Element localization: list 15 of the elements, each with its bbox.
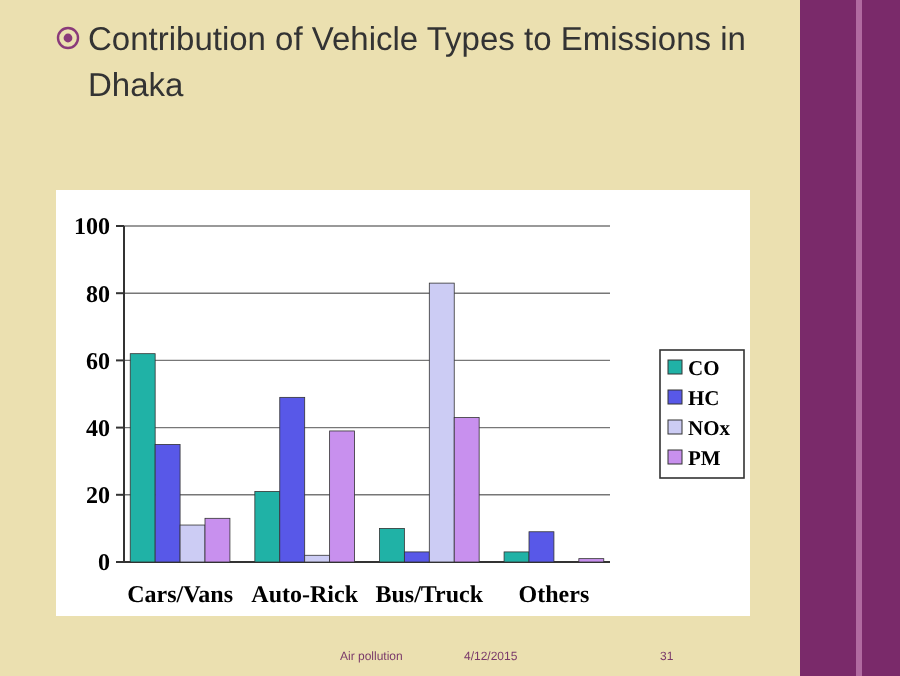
x-tick-label: Bus/Truck [375,580,484,608]
legend-label: HC [688,389,720,412]
y-tick-label: 100 [74,212,110,241]
chart-title: Contribution of Vehicle Types to Emissions in Dhaka [88,22,746,104]
y-tick-label: 20 [86,481,110,510]
y-tick-label: 40 [86,414,110,442]
legend-label: CO [688,359,720,382]
legend-label: NOx [688,419,732,442]
y-tick-label: 60 [86,346,110,375]
y-tick-label: 0 [98,548,110,577]
legend-label: PM [688,449,721,472]
y-tick-label: 80 [86,279,110,308]
x-tick-label: Auto-Rick [251,580,359,608]
x-tick-label: Others [518,580,590,608]
x-tick-label: Cars/Vans [127,580,234,608]
